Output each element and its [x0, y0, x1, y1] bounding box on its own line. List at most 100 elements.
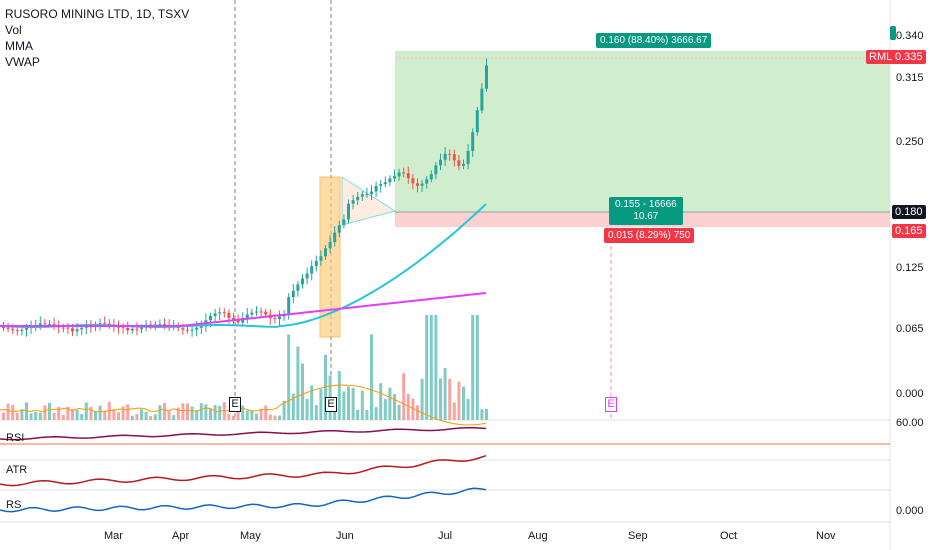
legend-item-vol[interactable]: Vol [5, 23, 22, 37]
candle-body [52, 324, 56, 326]
volume-bar [94, 410, 97, 420]
current-price-tag: 0.335 [892, 50, 926, 64]
symbol-title[interactable]: RUSORO MINING LTD, 1D, TSXV [5, 7, 190, 21]
candle-body [416, 183, 419, 186]
candle-body [406, 173, 410, 179]
stop-label[interactable]: 0.015 (8.29%) 750 [604, 228, 695, 243]
candle-body [471, 132, 475, 151]
candle-body [121, 327, 125, 329]
candle-body [337, 225, 341, 233]
volume-bar [153, 414, 157, 420]
volume-bar [61, 414, 65, 420]
candle-body [209, 316, 212, 321]
candle-body [301, 278, 304, 285]
candle-body [75, 329, 79, 332]
volume-bar [466, 398, 470, 420]
earnings-marker[interactable]: E [325, 397, 337, 412]
candle-body [6, 327, 10, 329]
volume-bar [2, 412, 5, 420]
entry-label[interactable]: 0.155 - 16666 10.67 [609, 197, 683, 225]
volume-bar [80, 414, 84, 420]
candle-body [213, 313, 217, 317]
candle-body [333, 232, 337, 243]
volume-bar [305, 398, 309, 420]
candle-body [103, 323, 107, 325]
candle-body [351, 200, 355, 204]
triangle-pattern[interactable] [341, 176, 397, 226]
volume-bar [241, 405, 245, 420]
legend-item-vwap[interactable]: VWAP [5, 55, 40, 69]
candle-body [20, 329, 24, 331]
month-label: May [240, 530, 261, 542]
candle-body [379, 184, 383, 186]
candle-body [411, 178, 415, 184]
atr-pane-label[interactable]: ATR [6, 464, 28, 476]
volume-bar [416, 405, 419, 420]
volume-bar [356, 409, 360, 420]
candle-body [475, 110, 479, 133]
volume-bar [57, 406, 61, 420]
volume-bar [227, 413, 231, 420]
volume-bar [282, 400, 286, 420]
earnings-marker[interactable]: E [229, 397, 241, 412]
volume-bar [144, 411, 148, 420]
volume-bar [250, 410, 254, 420]
candle-body [296, 284, 300, 291]
candle-body [80, 327, 84, 330]
candle-body [43, 323, 47, 325]
rsi-pane-label[interactable]: RSI [6, 432, 25, 444]
volume-bar [480, 409, 484, 420]
candle-body [25, 327, 28, 330]
volume-bar [135, 413, 139, 420]
candle-body [370, 191, 373, 195]
candle-body [485, 65, 488, 89]
volume-bar [6, 403, 10, 420]
month-label: Oct [720, 530, 738, 542]
volume-bar [190, 406, 194, 420]
volume-bar [457, 381, 461, 420]
rs-line [0, 487, 487, 513]
candle-body [439, 159, 442, 166]
volume-bar [213, 405, 217, 420]
candle-body [393, 176, 396, 179]
atr-line [0, 454, 487, 487]
target-zone[interactable] [395, 51, 890, 212]
volume-bar [255, 413, 258, 420]
volume-bar [342, 391, 346, 420]
volume-bar [374, 407, 378, 420]
candle-body [190, 329, 194, 331]
entry-label-line1: 0.155 - 16666 [615, 199, 677, 210]
candles-layer [2, 58, 488, 337]
volume-bar [411, 398, 415, 420]
candle-body [186, 329, 189, 331]
candle-body [452, 154, 456, 161]
candle-body [84, 326, 88, 328]
volume-bar [360, 390, 364, 420]
price-tick: 0.065 [896, 323, 924, 335]
target-label[interactable]: 0.160 (88.40%) 3666.67 [596, 33, 712, 48]
candle-body [443, 153, 447, 160]
rs-pane-label[interactable]: RS [6, 499, 22, 511]
volume-bar [52, 412, 56, 420]
volume-bar [397, 404, 401, 420]
legend-item-mma[interactable]: MMA [5, 39, 33, 53]
volume-bar [291, 393, 295, 420]
volume-bar [103, 410, 107, 420]
volume-bar [38, 412, 42, 420]
volume-bar [434, 315, 438, 420]
volume-bar [301, 363, 304, 420]
volume-bar [117, 412, 120, 420]
price-tick: 0.250 [896, 136, 924, 148]
volume-bar [370, 334, 373, 420]
volume-bar [475, 315, 479, 420]
candle-body [425, 179, 429, 184]
candle-body [342, 219, 346, 226]
volume-bar [324, 354, 327, 420]
candle-body [429, 174, 433, 180]
price-tick: 0.125 [896, 262, 924, 274]
earnings-marker-future[interactable]: E [605, 397, 617, 412]
volume-bar [452, 402, 456, 420]
month-label: Sep [628, 530, 648, 542]
volume-bar [89, 407, 93, 420]
